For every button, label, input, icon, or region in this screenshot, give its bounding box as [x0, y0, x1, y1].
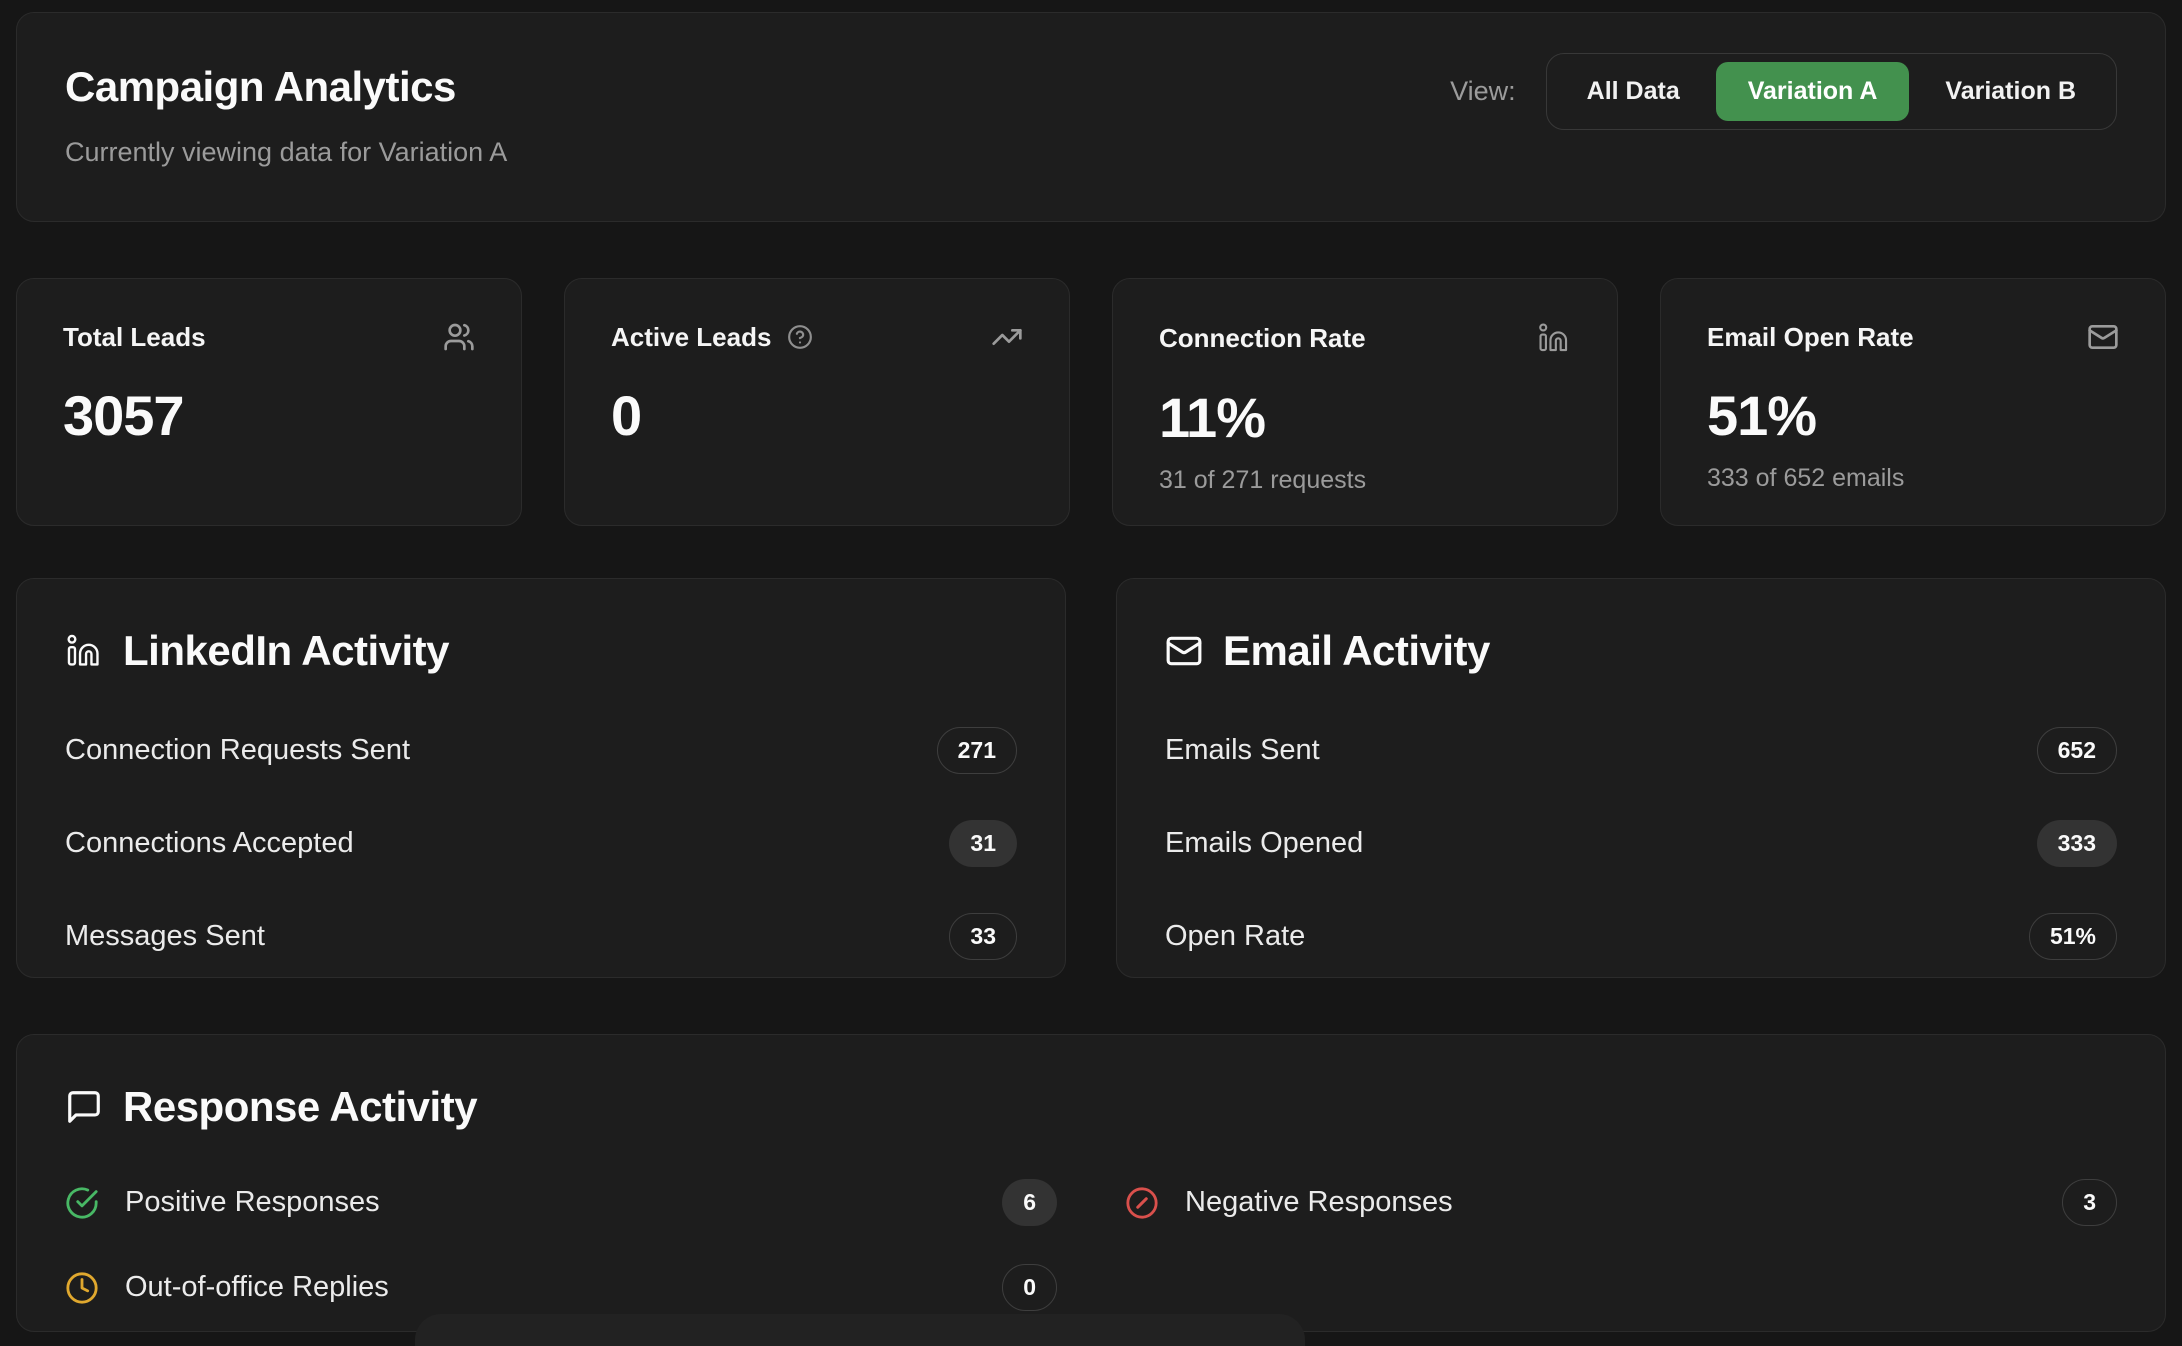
stat-card-connection-rate: Connection Rate 11% 31 of 271 requests [1112, 278, 1618, 526]
metric-row: Connections Accepted 31 [65, 820, 1017, 867]
page-title: Campaign Analytics [65, 63, 456, 110]
stat-value: 11% [1159, 386, 1266, 449]
stat-value: 51% [1707, 384, 1817, 447]
stat-label: Active Leads [611, 321, 772, 352]
header-text: Campaign Analytics Currently viewing dat… [65, 13, 507, 168]
response-badge: 0 [1002, 1264, 1057, 1311]
metric-row: Emails Opened 333 [1165, 820, 2117, 867]
metric-label: Connection Requests Sent [65, 734, 410, 766]
trending-up-icon [991, 321, 1023, 353]
page-subtitle: Currently viewing data for Variation A [65, 137, 508, 167]
bottom-sheet-peek [415, 1314, 1305, 1346]
response-activity-title: Response Activity [123, 1083, 478, 1130]
response-item-negative: Negative Responses 3 [1125, 1179, 2117, 1226]
metric-badge: 333 [2036, 820, 2117, 867]
metric-label: Emails Sent [1165, 734, 1320, 766]
view-option-variation-a[interactable]: Variation A [1715, 62, 1910, 121]
stat-card-email-open-rate: Email Open Rate 51% 333 of 652 emails [1660, 278, 2166, 526]
mail-icon [2087, 321, 2119, 353]
linkedin-icon [65, 632, 103, 670]
metric-label: Connections Accepted [65, 827, 354, 859]
message-square-icon [65, 1088, 103, 1126]
stat-subtext: 333 of 652 emails [1707, 464, 1905, 492]
response-badge: 3 [2062, 1179, 2117, 1226]
stat-value: 3057 [63, 384, 185, 447]
response-label: Negative Responses [1185, 1186, 1453, 1218]
mail-icon [1165, 632, 1203, 670]
response-badge: 6 [1002, 1179, 1057, 1226]
users-icon [443, 321, 475, 353]
activity-row: LinkedIn Activity Connection Requests Se… [16, 578, 2166, 978]
metric-badge: 652 [2036, 727, 2117, 774]
stat-value: 0 [611, 384, 642, 447]
view-option-all-data[interactable]: All Data [1555, 62, 1712, 121]
metric-badge: 31 [949, 820, 1017, 867]
metric-row: Connection Requests Sent 271 [65, 727, 1017, 774]
response-label: Out-of-office Replies [125, 1271, 389, 1303]
metric-row: Messages Sent 33 [65, 913, 1017, 960]
help-circle-icon[interactable] [787, 324, 813, 350]
stat-subtext: 31 of 271 requests [1159, 466, 1367, 494]
stat-card-total-leads: Total Leads 3057 [16, 278, 522, 526]
response-item-out-of-office: Out-of-office Replies 0 [65, 1264, 1057, 1311]
response-activity-card: Response Activity Positive Responses 6 N… [16, 1034, 2166, 1332]
email-activity-title: Email Activity [1223, 627, 1490, 674]
x-circle-icon [1125, 1186, 1159, 1220]
view-controls: View: All Data Variation A Variation B [1450, 53, 2117, 130]
stats-row: Total Leads 3057 Active Leads [16, 278, 2166, 526]
clock-icon [65, 1271, 99, 1305]
stat-card-active-leads: Active Leads 0 [564, 278, 1070, 526]
view-toggle-group: All Data Variation A Variation B [1545, 53, 2117, 130]
view-option-variation-b[interactable]: Variation B [1913, 62, 2108, 121]
header-card: Campaign Analytics Currently viewing dat… [16, 12, 2166, 222]
metric-label: Emails Opened [1165, 827, 1364, 859]
stat-label: Connection Rate [1159, 322, 1366, 353]
metric-badge: 51% [2028, 913, 2117, 960]
response-item-positive: Positive Responses 6 [65, 1179, 1057, 1226]
stat-label: Total Leads [63, 321, 206, 352]
linkedin-activity-title: LinkedIn Activity [123, 627, 450, 674]
metric-row: Open Rate 51% [1165, 913, 2117, 960]
email-activity-card: Email Activity Emails Sent 652 Emails Op… [1116, 578, 2166, 978]
metric-label: Messages Sent [65, 920, 265, 952]
linkedin-activity-card: LinkedIn Activity Connection Requests Se… [16, 578, 1066, 978]
response-label: Positive Responses [125, 1186, 380, 1218]
metric-row: Emails Sent 652 [1165, 727, 2117, 774]
view-label: View: [1450, 76, 1516, 106]
metric-label: Open Rate [1165, 920, 1306, 952]
check-circle-icon [65, 1186, 99, 1220]
stat-label: Email Open Rate [1707, 321, 1914, 352]
metric-badge: 271 [936, 727, 1017, 774]
metric-badge: 33 [949, 913, 1017, 960]
linkedin-icon [1537, 321, 1571, 355]
